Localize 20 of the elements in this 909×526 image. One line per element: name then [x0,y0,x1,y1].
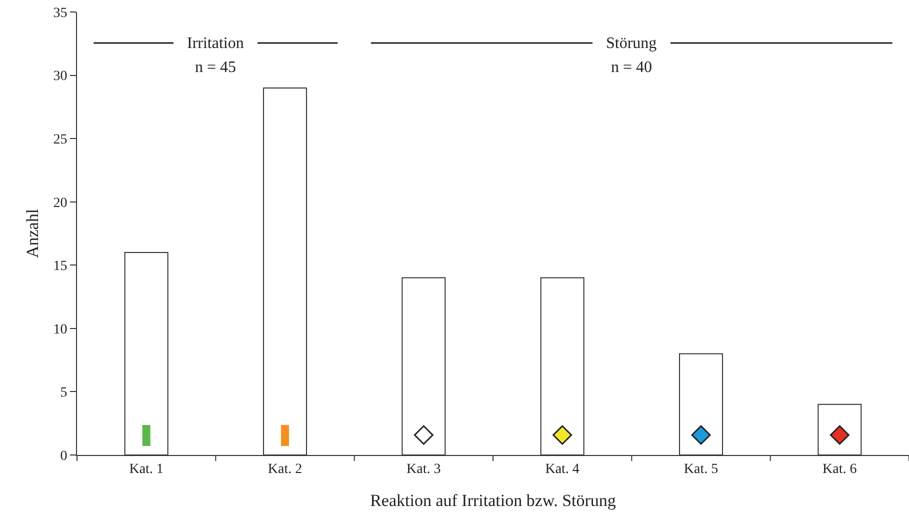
x-axis-title: Reaktion auf Irritation bzw. Störung [370,491,616,510]
x-tick-label: Kat. 6 [822,462,857,477]
x-tick-label: Kat. 3 [406,462,441,477]
y-tick-label: 15 [53,259,68,274]
y-tick-label: 35 [53,6,68,21]
y-tick-label: 30 [53,69,68,84]
x-tick-label: Kat. 5 [684,462,718,477]
annotation: Störung [606,35,657,52]
x-tick-label: Kat. 2 [268,462,302,477]
x-tick-label: Kat. 4 [545,462,580,477]
x-tick-label: Kat. 1 [129,462,164,477]
annotation: n = 40 [611,59,652,76]
y-tick-label: 0 [60,448,68,464]
y-tick-label: 20 [53,196,68,211]
y-axis-title: Anzahl [22,208,42,258]
annotation: n = 45 [195,59,236,76]
y-tick-label: 10 [53,322,68,338]
y-tick-label: 5 [60,386,68,401]
annotation: Irritation [187,35,244,52]
y-tick-label: 25 [53,132,68,148]
